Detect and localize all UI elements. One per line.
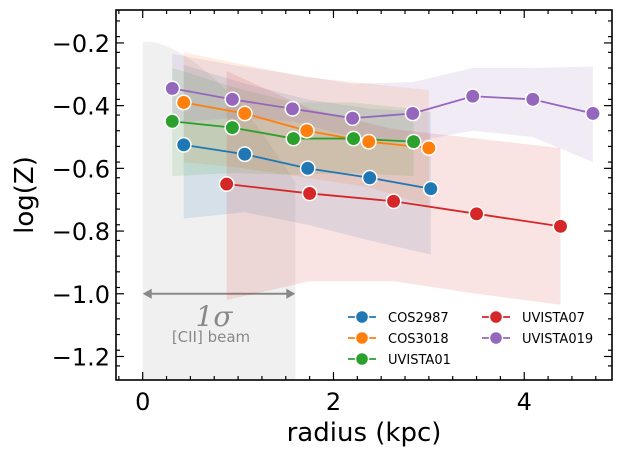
y-axis-label: log(Z) [10,156,40,234]
band-uvista019 [172,53,593,163]
beam-arrowhead-right [286,288,296,299]
beam-annotation: 1σ [CII] beam [172,300,250,346]
legend-label-uvista01: UVISTA01 [388,353,451,368]
x-axis-label: radius (kpc) [287,418,442,448]
point-cos2987-4 [422,180,439,197]
point-uvista07-3 [468,205,485,222]
axis-ticks [116,10,612,380]
point-uvista01-1 [224,119,241,136]
x-tick-label: 2 [326,388,341,416]
point-cos3018-4 [420,140,437,156]
point-cos2987-0 [175,136,192,153]
y-tick-label: −1.2 [52,343,110,371]
point-cos2987-1 [236,146,253,163]
legend-marker-uvista01 [354,351,370,367]
line-uvista019 [172,87,594,120]
legend-label-uvista07: UVISTA07 [522,311,585,326]
point-uvista01-4 [405,133,422,150]
point-uvista019-7 [584,105,601,122]
uncertainty-bands [172,52,593,305]
point-uvista019-1 [224,91,241,108]
point-cos3018-1 [236,105,253,122]
point-cos2987-2 [299,160,316,177]
beam-layer [142,41,296,381]
y-tick-label: −0.4 [52,93,110,121]
point-cos3018-2 [298,122,315,139]
y-tick-label: −0.8 [52,218,110,246]
plot-frame [115,9,613,381]
point-uvista01-3 [345,130,362,147]
legend-marker-uvista019 [488,330,504,346]
point-cos2987-3 [361,169,378,186]
point-uvista019-0 [164,80,181,97]
point-uvista01-0 [164,113,181,130]
beam-region [142,41,296,381]
y-tick-label: −0.6 [52,155,110,183]
point-cos3018-0 [175,94,192,111]
point-uvista019-6 [524,91,541,108]
point-uvista07-4 [552,218,569,235]
legend-marker-uvista07 [488,309,504,325]
beam-label: [CII] beam [172,328,250,346]
tick-labels: 0 2 4 −1.2 −1.0 −0.8 −0.6 −0.4 −0.2 [52,30,532,416]
point-uvista07-1 [301,185,318,202]
series-points [164,80,601,235]
point-uvista01-2 [285,130,302,147]
point-uvista019-4 [404,105,421,122]
x-tick-label: 0 [135,388,150,416]
beam-sigma-label: 1σ [196,300,234,333]
legend-marker-cos3018 [354,330,370,346]
point-uvista07-0 [218,176,235,192]
legend-marker-cos2987 [354,309,370,325]
legend-label-uvista019: UVISTA019 [522,332,593,347]
point-cos3018-3 [360,133,377,150]
point-uvista019-2 [284,100,301,117]
point-uvista019-3 [344,110,361,127]
point-uvista07-2 [385,193,402,210]
point-uvista019-5 [464,88,481,105]
x-tick-label: 4 [517,388,532,416]
beam-arrowhead-left [142,288,152,299]
legend-label-cos2987: COS2987 [388,311,449,326]
legend: COS2987 COS3018 UVISTA01 UVISTA07 UVISTA019 [348,309,593,368]
y-tick-label: −1.0 [52,281,110,309]
legend-label-cos3018: COS3018 [388,332,449,347]
y-tick-label: −0.2 [52,30,110,58]
